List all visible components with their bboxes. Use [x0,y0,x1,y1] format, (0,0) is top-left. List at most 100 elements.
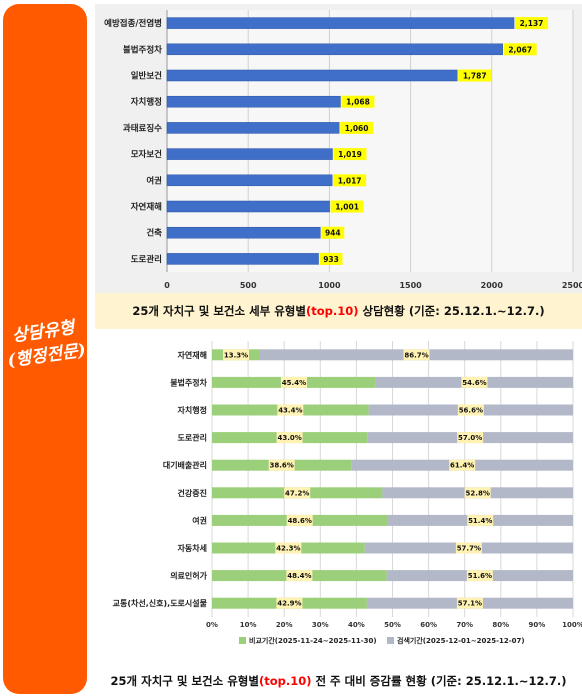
value-label-box [276,432,303,444]
value-label: 61.4% [450,462,474,470]
x-tick-label: 0 [164,281,170,290]
value-label: 52.8% [466,489,490,497]
value-label: 1,001 [335,203,359,212]
value-label-box [275,542,302,554]
value-label-box [280,376,307,388]
chart2-caption: 25개 자치구 및 보건소 유형별(top.10) 전 주 대비 증감률 현황 … [95,664,582,698]
caption1-prefix: 25개 자치구 및 보건소 세부 유형별 [132,304,306,318]
value-label: 56.6% [459,407,483,415]
x-tick-label: 100% [562,621,582,629]
bar [166,148,333,160]
category-label: 여권 [146,175,162,186]
category-label: 일반보건 [131,71,162,82]
value-label-box [455,542,482,554]
value-label: 54.6% [462,379,486,387]
x-tick-label: 40% [348,621,365,629]
value-label: 43.4% [278,407,302,415]
chart1-caption: 25개 자치구 및 보건소 세부 유형별(top.10) 상담현황 (기준: 2… [95,293,582,329]
value-label: 933 [323,255,339,264]
value-label: 1,019 [338,150,362,159]
x-tick-label: 50% [384,621,401,629]
value-label-box [284,487,311,499]
category-label: 자연재해 [131,202,162,213]
value-label: 48.4% [287,572,311,580]
value-label-box [321,226,345,239]
value-label: 13.3% [224,351,248,359]
value-label: 944 [325,229,341,238]
caption1-suffix: 상담현황 (기준: 25.12.1.~12.7.) [362,304,545,318]
category-label: 불법주정차 [123,44,162,55]
value-label-box [223,349,250,361]
bar [166,122,340,134]
bar [166,226,321,239]
bar [166,43,503,56]
value-label-box [457,404,484,416]
value-label-box [277,404,304,416]
x-tick-label: 10% [240,621,257,629]
legend-label: 검색기간(2025-12-01~2025-12-07) [397,636,525,645]
value-label-box [333,148,367,161]
x-tick-label: 20% [276,621,293,629]
x-tick-label: 1500 [399,281,422,290]
value-label: 38.6% [270,462,294,470]
category-label: 모자보건 [131,149,162,160]
value-label-box [466,570,493,582]
bar [166,95,341,108]
x-tick-label: 70% [456,621,473,629]
category-label: 여권 [192,515,207,525]
category-label: 예방접종/전염병 [104,18,162,29]
value-label: 51.4% [468,517,492,525]
value-label: 47.2% [285,489,309,497]
category-label: 건강증진 [178,488,207,498]
category-label: 자치행정 [178,405,207,415]
x-tick-label: 1000 [318,281,341,290]
caption1-highlight: (top.10) [305,304,359,318]
chart2-change-rate: 0% 10% 20% 30% 40% 50% 60% 70% 80% 90% 100% 자연재해 13.… [113,341,582,645]
value-label: 1,068 [346,98,370,107]
value-label-box [340,121,374,134]
caption2-prefix: 25개 자치구 및 보건소 유형별 [110,674,259,688]
value-label-box [515,17,549,30]
value-label: 2,137 [520,19,544,28]
value-label: 51.6% [468,572,492,580]
category-label: 도로관리 [178,433,207,443]
bar [166,69,458,82]
bar [166,200,330,213]
sidebar-panel: 상담유형 (행정전문) [3,4,87,694]
chart1-consultation-by-type: 0 500 1000 1500 2000 2500 예방접종/전염병 2,137 불법주정차 2,… [104,10,582,290]
legend-swatch [239,637,246,644]
bar [166,253,319,265]
value-label-box [464,487,491,499]
value-label: 1,017 [338,176,362,185]
value-label-box [461,376,488,388]
value-label-box [319,252,343,265]
category-label: 과태료징수 [123,123,162,134]
x-tick-label: 500 [240,281,257,290]
x-tick-label: 60% [420,621,437,629]
x-tick-label: 90% [529,621,546,629]
x-tick-label: 30% [312,621,329,629]
x-tick-label: 80% [492,621,509,629]
x-tick-label: 2000 [481,281,504,290]
x-tick-label: 2500 [562,281,582,290]
caption2-suffix: 전 주 대비 증감률 현황 (기준: 25.12.1.~12.7.) [311,674,567,688]
value-label: 1,787 [463,72,487,81]
value-label-box [286,514,313,526]
value-label: 86.7% [404,351,428,359]
sidebar-label: 상담유형 (행정전문) [0,314,90,373]
value-label-box [449,459,476,471]
value-label-box [330,200,364,213]
value-label: 57.1% [458,600,482,608]
category-label: 건축 [146,228,162,239]
value-label: 57.0% [458,434,482,442]
x-tick-label: 0% [206,621,218,629]
category-label: 교통(차선,신호),도로시설물 [113,598,208,608]
value-label-box [403,349,430,361]
value-label-box [503,43,537,56]
value-label: 42.3% [276,545,300,553]
category-label: 의료인허가 [170,571,207,581]
bar [166,17,515,29]
category-label: 도로관리 [131,254,162,265]
value-label-box [341,95,375,108]
value-label: 2,067 [508,45,532,54]
